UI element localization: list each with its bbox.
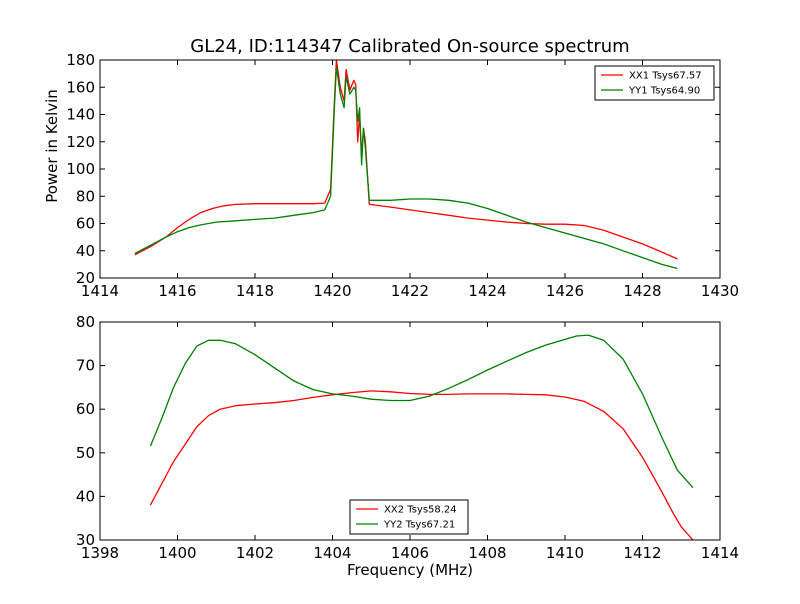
legend-box xyxy=(349,499,469,535)
x-tick-label: 1416 xyxy=(158,282,196,300)
legend-label: YY2 Tsys67.21 xyxy=(383,520,455,531)
series-line-2 xyxy=(149,334,694,489)
legend-label: XX1 Tsys67.57 xyxy=(629,71,702,82)
y-tick-label: 60 xyxy=(76,215,95,233)
x-tick-label: 1430 xyxy=(701,282,739,300)
x-tick-label: 1422 xyxy=(391,282,429,300)
y-tick-label: 180 xyxy=(66,51,95,69)
series-line-1 xyxy=(134,59,678,260)
y-tick-label: 140 xyxy=(66,106,95,124)
y-tick-label: 80 xyxy=(76,313,95,331)
x-tick-label: 1428 xyxy=(623,282,661,300)
x-tick-label: 1426 xyxy=(546,282,584,300)
x-tick-label: 1402 xyxy=(236,544,274,562)
legend-label: XX2 Tsys58.24 xyxy=(384,505,457,516)
x-tick-label: 1424 xyxy=(468,282,506,300)
y-tick-label: 30 xyxy=(76,531,95,549)
y-tick-label: 50 xyxy=(76,444,95,462)
x-tick-label: 1418 xyxy=(236,282,274,300)
y-tick-label: 100 xyxy=(66,160,95,178)
y-axis-label-top: Power in Kelvin xyxy=(43,89,61,203)
legend-box xyxy=(594,65,715,101)
x-tick-label: 1414 xyxy=(81,282,119,300)
y-tick-label: 40 xyxy=(76,487,95,505)
x-tick-label: 1412 xyxy=(623,544,661,562)
legend-label: YY1 Tsys64.90 xyxy=(628,86,700,97)
x-tick-label: 1410 xyxy=(546,544,584,562)
legend: XX2 Tsys58.24 YY2 Tsys67.21 xyxy=(349,499,469,535)
series-line-2 xyxy=(134,66,678,270)
y-tick-label: 120 xyxy=(66,133,95,151)
x-tick-label: 1414 xyxy=(701,544,739,562)
x-tick-label: 1420 xyxy=(313,282,351,300)
y-tick-label: 160 xyxy=(66,78,95,96)
x-tick-label: 1408 xyxy=(468,544,506,562)
panel-1: 1414 1416 1418 1420 1422 1424 1426 1428 1430 20 40… xyxy=(66,51,739,300)
chart-title: GL24, ID:114347 Calibrated On-source spe… xyxy=(190,36,630,57)
x-tick-label: 1400 xyxy=(158,544,196,562)
x-tick-label: 1406 xyxy=(391,544,429,562)
y-tick-label: 70 xyxy=(76,357,95,375)
x-axis-label-bottom: Frequency (MHz) xyxy=(346,561,474,579)
series-line-1 xyxy=(149,390,694,541)
y-tick-label: 60 xyxy=(76,400,95,418)
y-tick-label: 40 xyxy=(76,242,95,260)
legend: XX1 Tsys67.57 YY1 Tsys64.90 xyxy=(594,65,715,101)
x-tick-label: 1398 xyxy=(81,544,119,562)
y-tick-label: 20 xyxy=(76,269,95,287)
x-tick-label: 1404 xyxy=(313,544,351,562)
y-tick-label: 80 xyxy=(76,187,95,205)
panel-2: 1398 1400 1402 1404 1406 1408 1410 1412 1414 30 40… xyxy=(76,313,739,562)
